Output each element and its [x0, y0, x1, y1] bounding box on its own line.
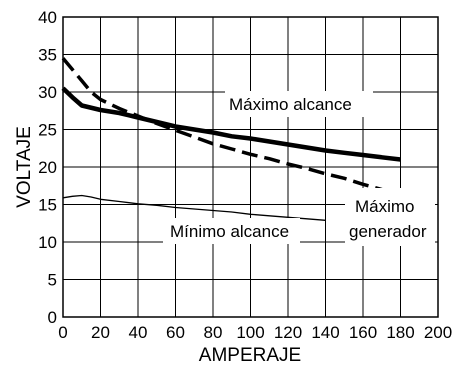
annotations: Máximo alcance Mínimo alcance Máximo gen…	[163, 91, 435, 246]
y-tick-label: 25	[38, 121, 57, 140]
min-alcance-line	[62, 194, 326, 221]
min-alcance-label-bg	[163, 218, 300, 244]
y-axis-title: VOLTAJE	[14, 126, 35, 208]
x-tick-label: 40	[129, 323, 148, 342]
grid	[62, 16, 439, 318]
max-generador-line	[61, 57, 402, 198]
max-alcance-label-bg	[225, 91, 373, 117]
x-tick-label: 120	[274, 323, 302, 342]
x-tick-label: 60	[166, 323, 185, 342]
max-generador-label-line2: generador	[349, 222, 427, 241]
x-tick-label: 200	[424, 323, 452, 342]
x-axis-title: AMPERAJE	[199, 345, 301, 366]
tick-labels: 0 20 40 60 80 100 120 140 160 180 200 0 5 10 15 20 25 30 3…	[38, 8, 452, 342]
y-tick-label: 15	[38, 196, 57, 215]
max-alcance-line	[61, 86, 401, 162]
x-tick-label: 160	[349, 323, 377, 342]
x-tick-label: 20	[91, 323, 110, 342]
y-tick-label: 40	[38, 8, 57, 27]
x-tick-label: 100	[236, 323, 264, 342]
y-tick-label: 5	[48, 271, 57, 290]
plot-frame	[62, 16, 439, 318]
max-generador-label-bg	[345, 188, 435, 246]
y-tick-label: 0	[48, 308, 57, 327]
max-alcance-label: Máximo alcance	[229, 95, 352, 114]
y-tick-label: 35	[38, 46, 57, 65]
y-tick-label: 30	[38, 83, 57, 102]
x-tick-label: 180	[386, 323, 414, 342]
min-alcance-label: Mínimo alcance	[170, 222, 289, 241]
series-lines	[61, 57, 402, 221]
max-generador-label-line1: Máximo	[355, 197, 415, 216]
x-tick-label: 140	[311, 323, 339, 342]
y-tick-label: 20	[38, 158, 57, 177]
x-tick-label: 0	[58, 323, 67, 342]
y-tick-label: 10	[38, 233, 57, 252]
x-tick-label: 80	[204, 323, 223, 342]
